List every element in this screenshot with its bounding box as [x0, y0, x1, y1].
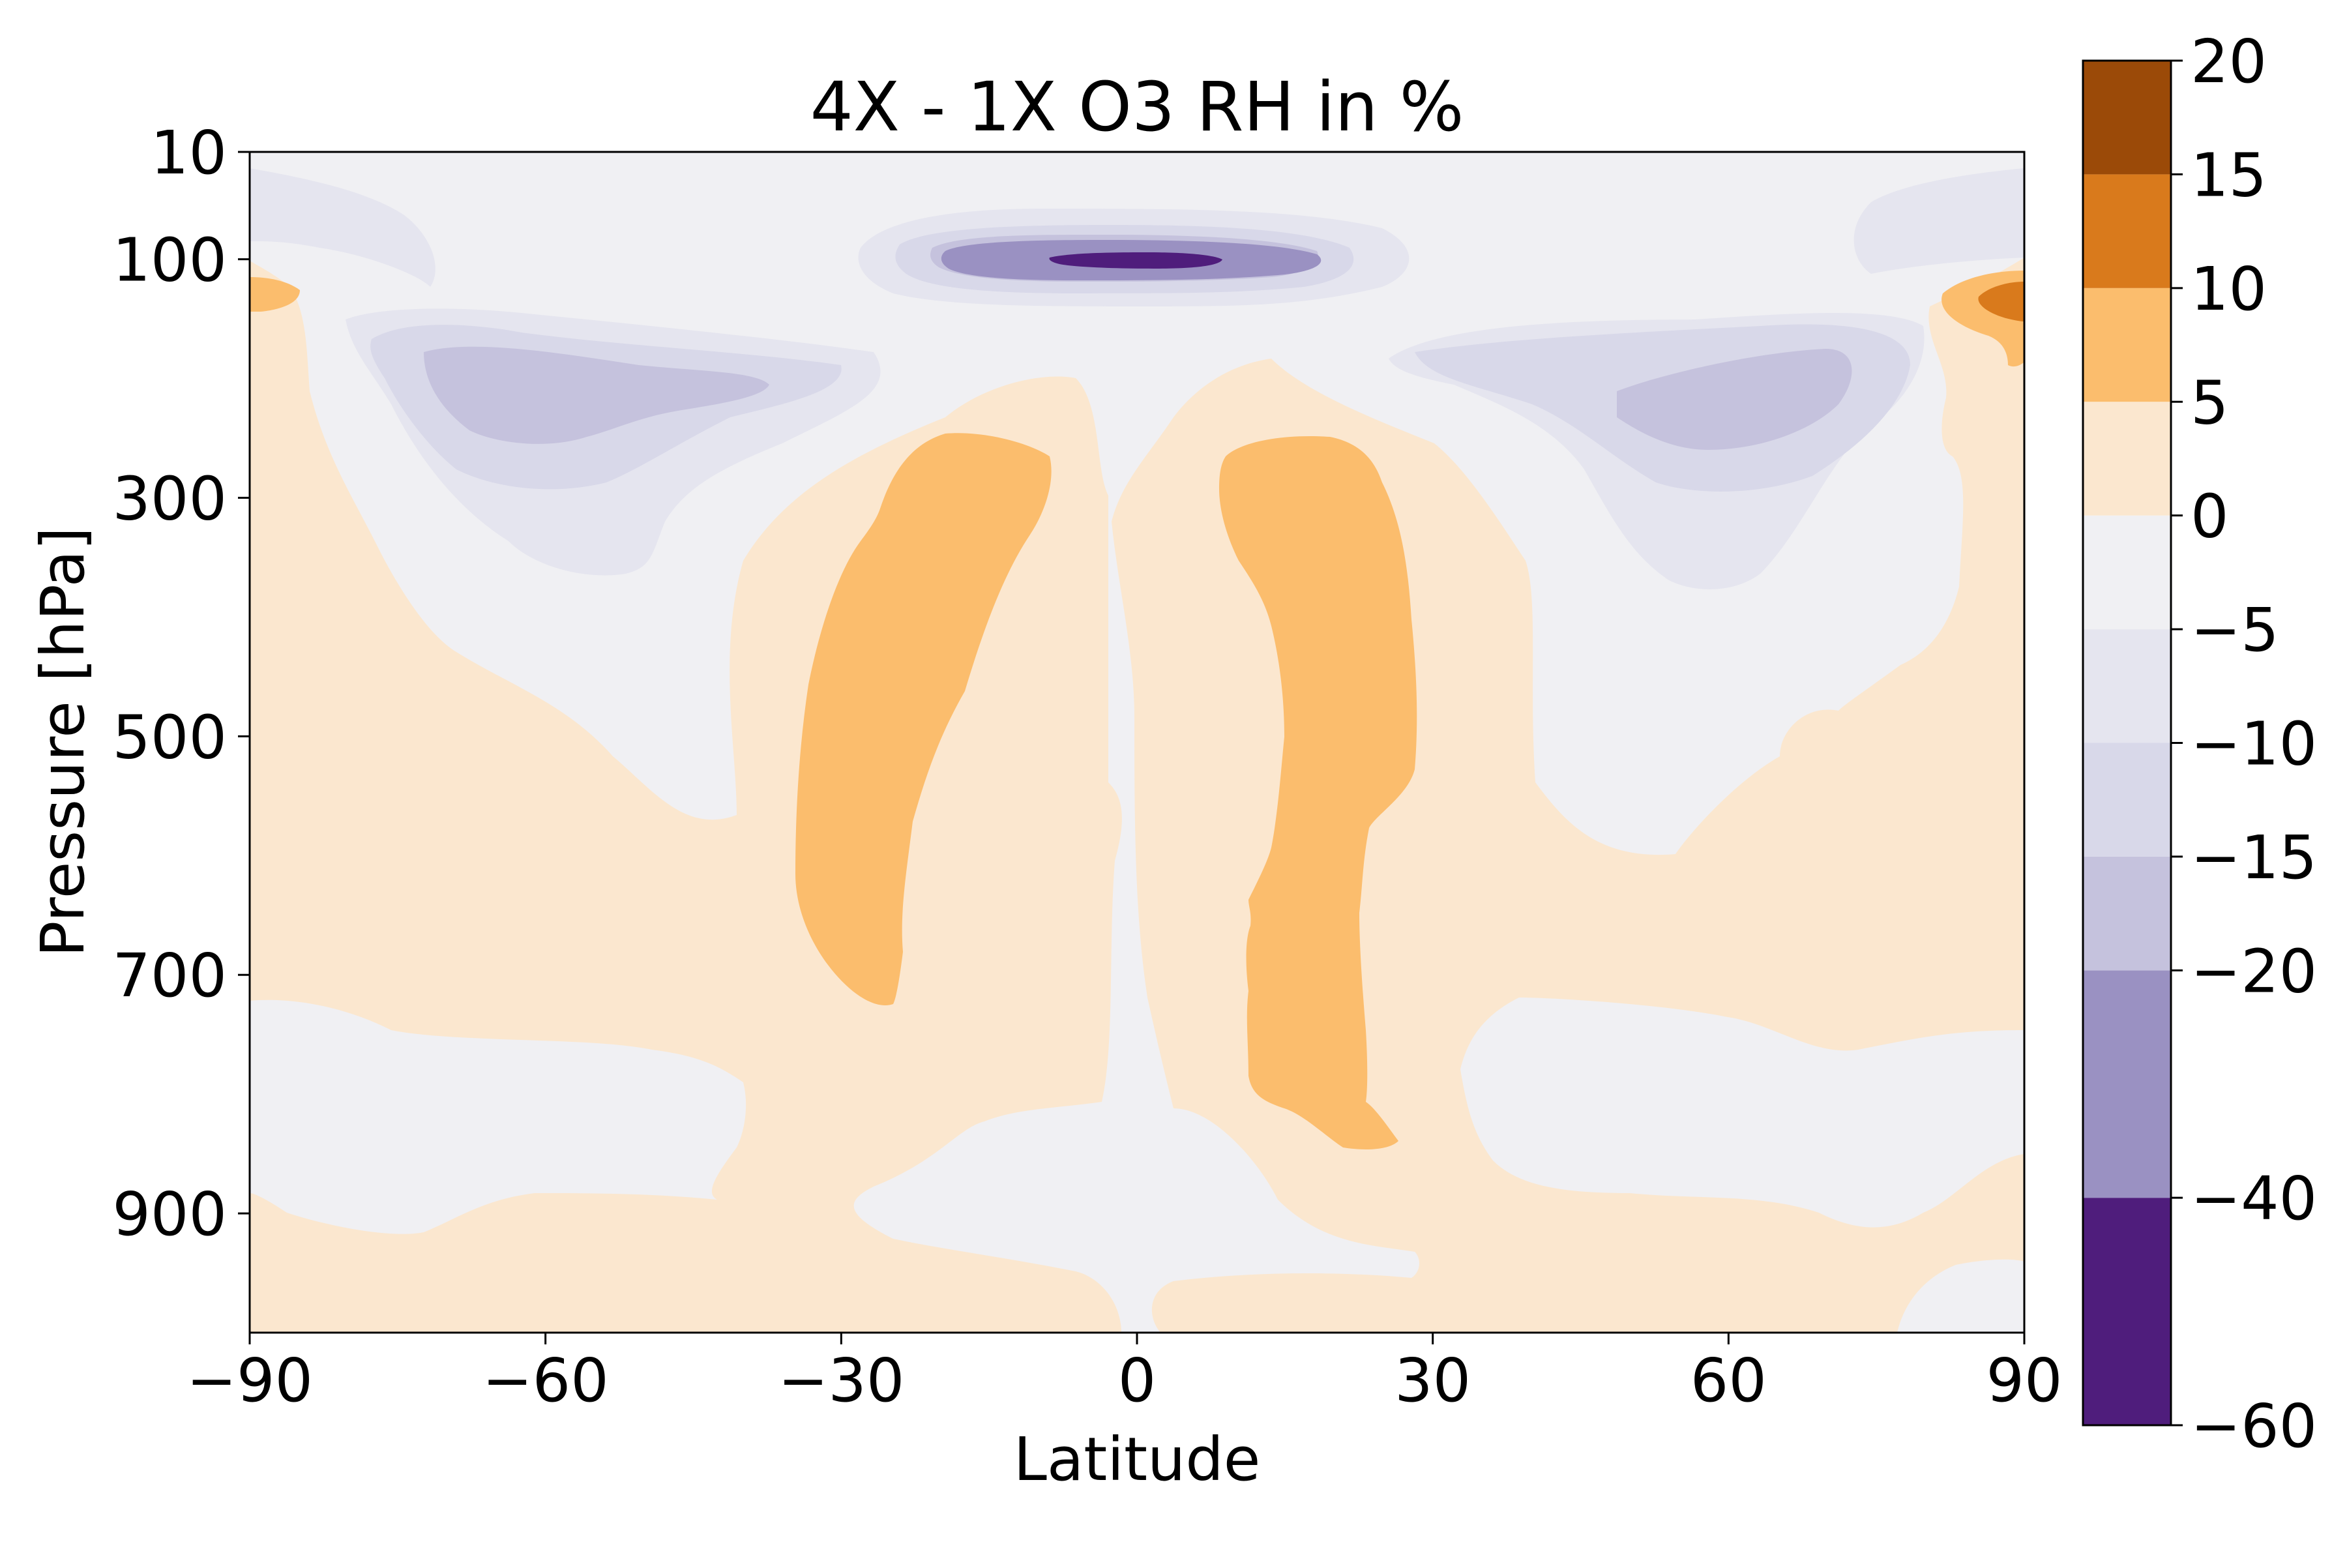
contour-fill-minus5-sh-stratosphere — [250, 168, 435, 287]
contour-fill-minus5-nh-stratosphere — [1853, 168, 2024, 274]
contour-fill-plus5-sh-tropics — [795, 433, 1052, 1005]
colorbar-tick-label: −10 — [2191, 709, 2317, 779]
colorbar-bin — [2083, 629, 2171, 743]
y-tick-label: 500 — [112, 702, 227, 772]
y-axis: 10 100 300 500 700 900 — [112, 118, 250, 1249]
x-axis: −90 −60 −30 0 30 60 90 — [186, 1333, 2063, 1415]
x-tick-label: −90 — [186, 1346, 313, 1415]
colorbar-tick-label: −5 — [2191, 595, 2279, 665]
x-tick-label: 30 — [1395, 1346, 1471, 1415]
y-tick-label: 900 — [112, 1179, 227, 1249]
colorbar-bin — [2083, 970, 2171, 1198]
contour-fill-plus5-nh-tropics — [1219, 436, 1417, 1149]
colorbar-bin — [2083, 515, 2171, 630]
y-tick-label: 700 — [112, 941, 227, 1011]
y-tick-label: 10 — [151, 118, 227, 188]
colorbar-tick-label: 20 — [2191, 27, 2267, 96]
colorbar-tick-label: 10 — [2191, 254, 2267, 324]
contour-fill-near-zero-sh-lower — [250, 999, 746, 1234]
x-tick-label: 60 — [1690, 1346, 1767, 1415]
colorbar-bin — [2083, 174, 2171, 288]
colorbar-bin — [2083, 61, 2171, 175]
contour-fill-near-zero-nh-surface — [1897, 1259, 2024, 1333]
colorbar-bin — [2083, 1198, 2171, 1425]
x-axis-label: Latitude — [1014, 1425, 1261, 1494]
contour-fill-minus40-equator — [1049, 252, 1222, 269]
contour-fill-plus5-sh-pole — [250, 277, 300, 312]
colorbar-bin — [2083, 402, 2171, 516]
y-axis-label: Pressure [hPa] — [28, 527, 98, 957]
colorbar-tick-label: −20 — [2191, 936, 2317, 1006]
colorbar-bin — [2083, 856, 2171, 971]
x-tick-label: 0 — [1118, 1346, 1157, 1415]
colorbar: −60 −40 −20 −15 −10 −5 0 5 10 15 20 — [2082, 27, 2317, 1461]
y-tick-label: 100 — [112, 226, 227, 295]
x-tick-label: −30 — [778, 1346, 904, 1415]
colorbar-bin — [2083, 743, 2171, 857]
contour-fill-near-zero-nh-lower — [1460, 998, 2024, 1228]
colorbar-tick-label: −15 — [2191, 823, 2317, 893]
colorbar-tick-label: 5 — [2191, 368, 2229, 437]
colorbar-tick-label: 15 — [2191, 140, 2267, 210]
colorbar-tick-label: −40 — [2191, 1164, 2317, 1234]
y-tick-label: 300 — [112, 464, 227, 533]
plot-area — [250, 152, 2024, 1333]
x-tick-label: −60 — [482, 1346, 609, 1415]
chart-title: 4X - 1X O3 RH in % — [810, 67, 1464, 147]
contour-fill-minus15-nh-midlat — [1617, 349, 1852, 450]
contour-fill-minus15-sh-midlat — [424, 346, 769, 444]
colorbar-tick-label: −60 — [2191, 1391, 2317, 1461]
contour-fill-plus10-nh-pole — [1978, 282, 2024, 321]
colorbar-tick-label: 0 — [2191, 482, 2229, 552]
x-tick-label: 90 — [1986, 1346, 2062, 1415]
colorbar-bin — [2083, 288, 2171, 402]
